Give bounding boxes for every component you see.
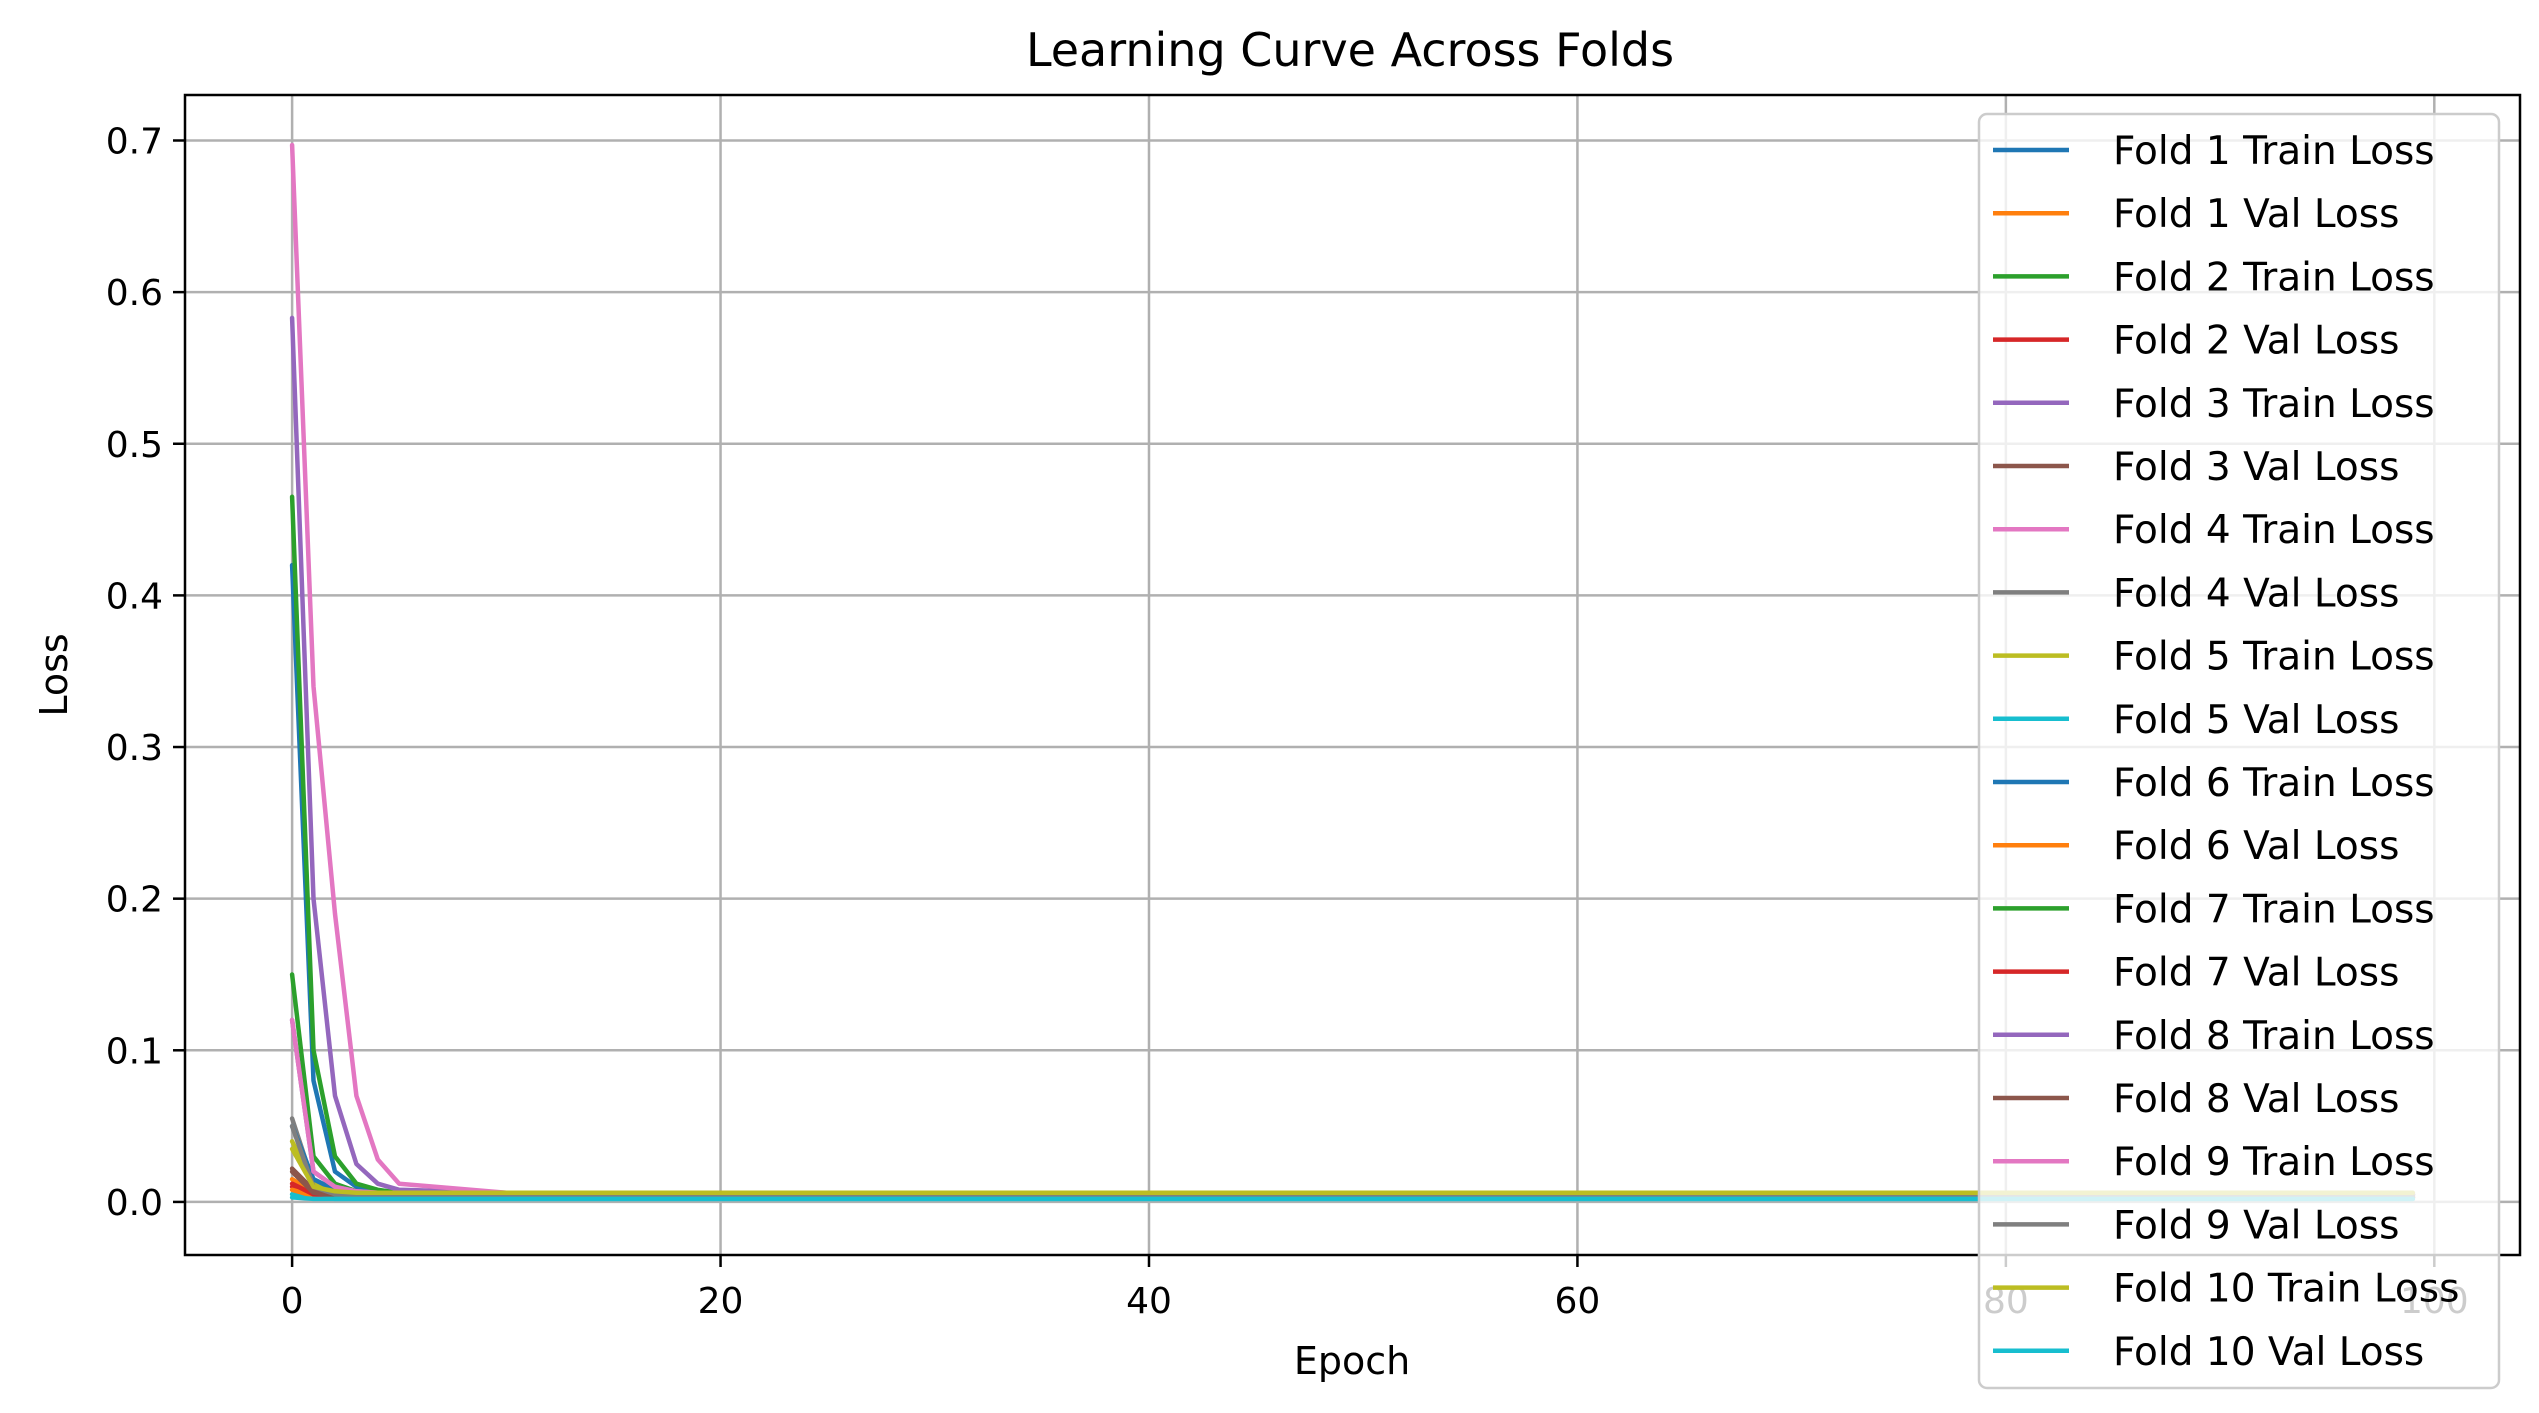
legend-box xyxy=(1977,112,2501,1390)
legend-entry-label: Fold 6 Train Loss xyxy=(2113,761,2435,806)
series-line-18 xyxy=(289,1123,2416,1199)
legend-entry-label: Fold 1 Train Loss xyxy=(2113,129,2435,174)
x-tick-label: 60 xyxy=(1555,1281,1601,1322)
legend-entry-label: Fold 4 Val Loss xyxy=(2113,571,2399,616)
legend-entry-label: Fold 6 Val Loss xyxy=(2113,824,2399,869)
legend-entry-label: Fold 3 Train Loss xyxy=(2113,382,2435,427)
legend-entry-label: Fold 7 Val Loss xyxy=(2113,951,2399,996)
y-axis-label: Loss xyxy=(32,633,76,716)
legend-entry-label: Fold 2 Train Loss xyxy=(2113,255,2435,300)
legend-entry-label: Fold 8 Val Loss xyxy=(2113,1077,2399,1122)
y-tick-label: 0.5 xyxy=(106,425,163,466)
chart-title: Learning Curve Across Folds xyxy=(1026,23,1674,77)
y-tick-label: 0.7 xyxy=(106,121,163,162)
x-tick-label: 20 xyxy=(698,1281,744,1322)
legend-entry-label: Fold 10 Val Loss xyxy=(2113,1330,2424,1375)
series-lines xyxy=(289,142,2416,1202)
legend: Fold 1 Train Loss Fold 1 Val Loss Fold 2 T… xyxy=(1977,112,2501,1390)
series-line-20 xyxy=(289,1195,2416,1202)
legend-entry-label: Fold 5 Val Loss xyxy=(2113,698,2399,743)
legend-entry-label: Fold 1 Val Loss xyxy=(2113,192,2399,237)
legend-entry-label: Fold 2 Val Loss xyxy=(2113,319,2399,364)
legend-entry-label: Fold 8 Train Loss xyxy=(2113,1014,2435,1059)
x-tick-label: 0 xyxy=(281,1281,304,1322)
series-line-19 xyxy=(289,1146,2416,1196)
legend-entry-label: Fold 10 Train Loss xyxy=(2113,1267,2459,1312)
legend-entry-label: Fold 9 Train Loss xyxy=(2113,1140,2435,1185)
x-tick-label: 40 xyxy=(1126,1281,1172,1322)
y-tick-label: 0.3 xyxy=(106,728,163,769)
legend-entry-label: Fold 4 Train Loss xyxy=(2113,508,2435,553)
legend-entry-label: Fold 3 Val Loss xyxy=(2113,445,2399,490)
x-axis-label: Epoch xyxy=(1294,1339,1410,1383)
legend-entry-label: Fold 7 Train Loss xyxy=(2113,887,2435,932)
y-tick-label: 0.2 xyxy=(106,880,163,921)
legend-entry-label: Fold 9 Val Loss xyxy=(2113,1203,2399,1248)
y-tick-label: 0.4 xyxy=(106,576,163,617)
y-tick-label: 0.1 xyxy=(106,1031,163,1072)
y-tick-label: 0.0 xyxy=(106,1183,163,1224)
y-tick-label: 0.6 xyxy=(106,273,163,314)
plot-frame xyxy=(183,93,2522,1257)
legend-entry-label: Fold 5 Train Loss xyxy=(2113,635,2435,680)
